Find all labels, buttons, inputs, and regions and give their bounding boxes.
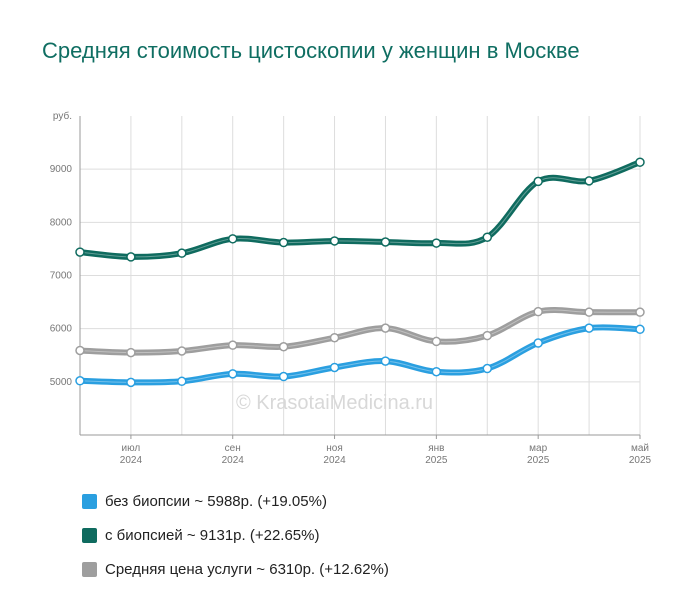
y-tick-label: 6000: [50, 324, 73, 335]
y-unit-label: руб.: [53, 110, 72, 122]
data-point: [329, 362, 340, 373]
y-tick-label: 5000: [50, 377, 73, 388]
data-point: [177, 248, 187, 258]
legend-label-0: без биопсии ~ 5988р. (+19.05%): [105, 492, 327, 510]
data-point: [635, 324, 645, 335]
data-point: [584, 176, 594, 186]
y-tick-label: 9000: [50, 164, 73, 175]
data-point: [482, 363, 493, 374]
data-point: [533, 176, 543, 187]
x-tick-label-month: май: [631, 443, 649, 454]
data-point: [635, 157, 645, 167]
data-point: [278, 341, 289, 352]
legend: без биопсии ~ 5988р. (+19.05%) с биопсие…: [82, 484, 389, 586]
x-tick-label-month: янв: [428, 443, 444, 454]
data-point: [584, 307, 594, 317]
y-tick-label: 8000: [50, 217, 73, 228]
series-line: [77, 159, 643, 260]
series-0: [75, 323, 645, 388]
data-point: [126, 377, 136, 388]
series-line-highlight: [79, 309, 641, 354]
data-point: [482, 232, 493, 242]
data-point: [75, 345, 85, 356]
data-point: [431, 336, 442, 347]
data-point: [75, 376, 85, 386]
data-point: [533, 306, 543, 317]
data-point: [177, 346, 187, 356]
series-1: [75, 157, 645, 262]
data-point: [380, 323, 391, 333]
x-tick-label-year: 2025: [527, 455, 550, 466]
data-point: [278, 237, 289, 248]
x-tick-label-year: 2025: [629, 455, 652, 466]
legend-item-1[interactable]: с биопсией ~ 9131р. (+22.65%): [82, 518, 389, 552]
legend-swatch-0: [82, 493, 97, 509]
legend-label-1: с биопсией ~ 9131р. (+22.65%): [105, 526, 320, 544]
watermark: © KrasotaiMedicina.ru: [236, 392, 434, 414]
data-point: [126, 347, 136, 358]
data-point: [533, 338, 543, 348]
data-point: [584, 323, 594, 333]
data-point: [482, 330, 493, 341]
data-point: [227, 340, 238, 350]
x-tick-label-month: мар: [529, 443, 547, 454]
legend-item-2[interactable]: Средняя цена услуги ~ 6310р. (+12.62%): [82, 552, 389, 586]
data-point: [380, 356, 391, 366]
x-tick-label-month: сен: [225, 443, 241, 454]
data-point: [126, 252, 136, 262]
y-tick-label: 7000: [50, 271, 73, 282]
chart-title: Средняя стоимость цистоскопии у женщин в…: [42, 38, 580, 63]
data-point: [75, 247, 85, 257]
legend-label-2: Средняя цена услуги ~ 6310р. (+12.62%): [105, 560, 389, 578]
x-tick-label-month: ноя: [326, 443, 343, 454]
legend-item-0[interactable]: без биопсии ~ 5988р. (+19.05%): [82, 484, 389, 518]
data-point: [431, 238, 442, 248]
legend-swatch-2: [82, 561, 97, 577]
x-tick-label-year: 2024: [323, 455, 346, 466]
data-point: [227, 369, 238, 379]
data-point: [278, 371, 289, 382]
data-point: [635, 307, 645, 317]
legend-swatch-1: [82, 527, 97, 543]
x-tick-label-year: 2024: [120, 455, 143, 466]
data-point: [380, 237, 391, 247]
series-2: [75, 306, 645, 358]
x-tick-label-month: июл: [122, 443, 141, 454]
data-point: [329, 332, 340, 343]
x-tick-label-year: 2025: [425, 455, 448, 466]
data-point: [227, 234, 238, 244]
data-point: [431, 366, 442, 377]
data-point: [177, 376, 187, 387]
x-tick-label-year: 2024: [222, 455, 245, 466]
data-point: [329, 236, 340, 246]
